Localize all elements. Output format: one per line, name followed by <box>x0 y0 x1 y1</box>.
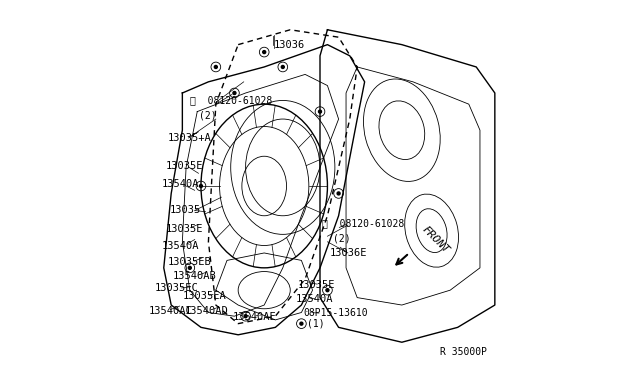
Circle shape <box>200 185 202 187</box>
Text: 13540AD: 13540AD <box>184 306 228 315</box>
Text: Ⓑ  08120-61028: Ⓑ 08120-61028 <box>190 96 272 105</box>
Text: 13540A: 13540A <box>296 295 333 304</box>
Text: 13035+A: 13035+A <box>168 133 211 142</box>
Text: Ⓑ  08120-61028: Ⓑ 08120-61028 <box>322 218 404 228</box>
Text: (2): (2) <box>333 233 351 243</box>
Text: 13540AE: 13540AE <box>232 312 276 322</box>
Text: (1): (1) <box>307 319 324 328</box>
Text: FRONT: FRONT <box>420 224 451 256</box>
Text: 13035EB: 13035EB <box>168 257 211 267</box>
Text: 13036: 13036 <box>273 40 305 49</box>
Text: 13035E: 13035E <box>166 161 203 170</box>
Circle shape <box>337 192 340 195</box>
Circle shape <box>262 51 266 54</box>
Text: 13035: 13035 <box>170 205 200 215</box>
Text: 13540A: 13540A <box>162 179 200 189</box>
Text: R 35000P: R 35000P <box>440 347 488 357</box>
Text: 13035E: 13035E <box>298 280 335 289</box>
Circle shape <box>188 266 191 269</box>
Text: (2): (2) <box>199 110 217 120</box>
Circle shape <box>319 110 321 113</box>
Circle shape <box>282 65 284 68</box>
Text: 13035EA: 13035EA <box>182 291 226 301</box>
Text: 13540A: 13540A <box>162 241 200 250</box>
Circle shape <box>233 92 236 94</box>
Circle shape <box>244 315 247 318</box>
Circle shape <box>326 289 329 292</box>
Text: 13035EC: 13035EC <box>154 283 198 293</box>
Circle shape <box>214 65 218 68</box>
Text: 13035E: 13035E <box>166 224 203 234</box>
Text: 13540AC: 13540AC <box>149 306 193 315</box>
Text: 08P15-13610: 08P15-13610 <box>303 308 368 318</box>
Text: 13540AB: 13540AB <box>173 271 217 281</box>
Text: 13036E: 13036E <box>330 248 367 258</box>
Circle shape <box>300 322 303 325</box>
